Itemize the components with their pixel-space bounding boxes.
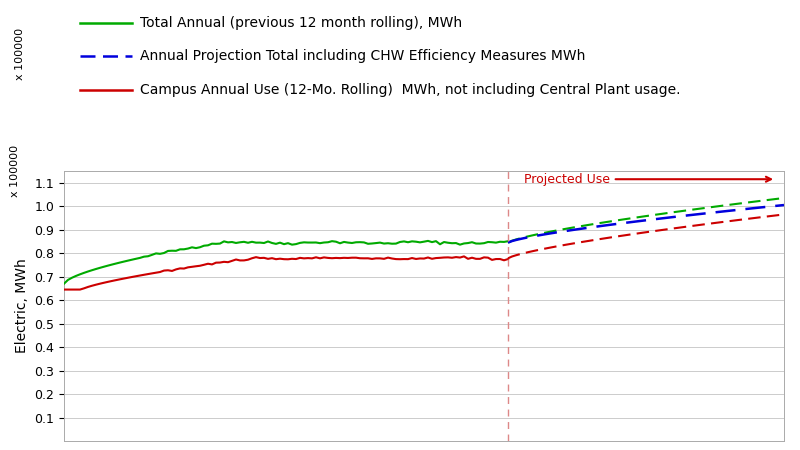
Text: Projected Use: Projected Use bbox=[524, 173, 771, 186]
Text: Annual Projection Total including CHW Efficiency Measures MWh: Annual Projection Total including CHW Ef… bbox=[140, 49, 586, 63]
Y-axis label: Electric, MWh: Electric, MWh bbox=[14, 259, 29, 353]
Text: Campus Annual Use (12-Mo. Rolling)  MWh, not including Central Plant usage.: Campus Annual Use (12-Mo. Rolling) MWh, … bbox=[140, 83, 681, 97]
Text: x 100000: x 100000 bbox=[15, 28, 25, 80]
Text: x 100000: x 100000 bbox=[10, 145, 20, 197]
Text: Total Annual (previous 12 month rolling), MWh: Total Annual (previous 12 month rolling)… bbox=[140, 15, 462, 30]
